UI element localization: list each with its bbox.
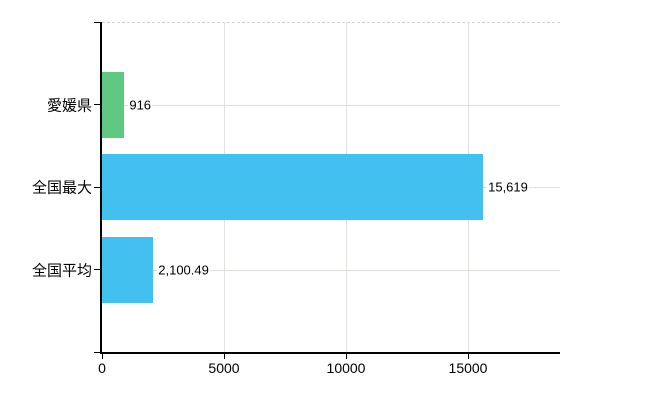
x-tick-label: 15000: [448, 360, 488, 376]
x-axis-line: [100, 352, 560, 354]
x-tick: [223, 354, 225, 359]
category-label: 全国平均: [31, 262, 92, 279]
y-tick: [94, 21, 100, 23]
bar: [102, 154, 484, 220]
bar: [102, 236, 154, 303]
y-tick: [94, 351, 100, 353]
x-tick-label: 0: [98, 360, 106, 376]
bar-value-label: 15,619: [487, 179, 529, 195]
x-tick: [467, 354, 469, 359]
y-tick: [94, 186, 100, 188]
x-tick-label: 10000: [326, 360, 366, 376]
top-gridline-dashed: [102, 22, 560, 23]
bar-value-label: 916: [128, 97, 153, 112]
bar: [102, 71, 125, 138]
category-label: 愛媛県: [46, 97, 92, 114]
category-label: 全国最大: [31, 179, 92, 197]
x-tick: [101, 354, 103, 359]
x-tick-label: 5000: [208, 360, 240, 376]
horizontal-gridline: [102, 104, 560, 106]
y-tick: [94, 269, 100, 270]
y-axis-line: [100, 22, 102, 354]
horizontal-gridline: [102, 269, 560, 271]
x-tick: [345, 354, 347, 359]
y-tick: [94, 104, 100, 105]
bar-value-label: 2,100.49: [157, 262, 210, 277]
